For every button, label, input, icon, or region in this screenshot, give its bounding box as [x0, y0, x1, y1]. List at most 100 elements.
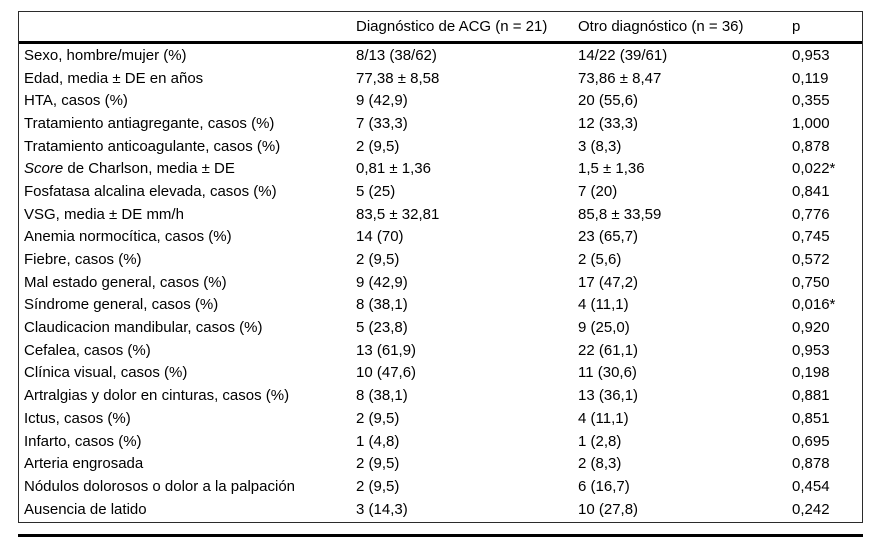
cell-p-value: 0,776 — [792, 205, 830, 223]
row-label: Ictus, casos (%) — [24, 409, 131, 427]
row-label: Tratamiento anticoagulante, casos (%) — [24, 137, 281, 155]
cell-otro-group: 13 (36,1) — [578, 387, 639, 405]
cell-p-value: 0,198 — [792, 364, 830, 382]
cell-otro-group: 1 (2,8) — [578, 432, 622, 450]
table-row: Mal estado general, casos (%) 9 (42,9) 17 … — [19, 271, 862, 294]
cell-otro-group: 17 (47,2) — [578, 273, 639, 291]
table-row: VSG, media ± DE mm/h 83,5 ± 32,81 85,8 ± 3… — [19, 203, 862, 226]
row-label: Anemia normocítica, casos (%) — [24, 228, 232, 246]
cell-p-value: 0,745 — [792, 228, 830, 246]
table-header: Diagnóstico de ACG (n = 21) Otro diagnós… — [19, 12, 862, 44]
table-row: Cefalea, casos (%) 13 (61,9) 22 (61,1) 0,95… — [19, 339, 862, 362]
row-label: Síndrome general, casos (%) — [24, 296, 219, 314]
table-row: Claudicacion mandibular, casos (%) 5 (23,… — [19, 316, 862, 339]
cell-acg-group: 9 (42,9) — [356, 92, 408, 110]
header-acg-group: Diagnóstico de ACG (n = 21) — [351, 12, 573, 44]
cell-acg-group: 13 (61,9) — [356, 341, 417, 359]
cell-acg-group: 8 (38,1) — [356, 296, 408, 314]
cell-acg-group: 14 (70) — [356, 228, 404, 246]
cell-otro-group: 7 (20) — [578, 182, 618, 200]
row-label: Ausencia de latido — [24, 500, 147, 518]
row-label: Clínica visual, casos (%) — [24, 364, 188, 382]
cell-otro-group: 4 (11,1) — [578, 296, 629, 314]
cell-otro-group: 22 (61,1) — [578, 341, 639, 359]
cell-otro-group: 23 (65,7) — [578, 228, 639, 246]
cell-acg-group: 8/13 (38/62) — [356, 46, 437, 64]
header-p-value: p — [787, 12, 862, 44]
cell-acg-group: 2 (9,5) — [356, 477, 400, 495]
table-body: Sexo, hombre/mujer (%) 8/13 (38/62) 14/22 … — [19, 43, 862, 521]
comparison-table: Diagnóstico de ACG (n = 21) Otro diagnós… — [18, 11, 863, 523]
row-label: Fosfatasa alcalina elevada, casos (%) — [24, 182, 277, 200]
cell-otro-group: 10 (27,8) — [578, 500, 639, 518]
cell-p-value: 0,355 — [792, 92, 830, 110]
table-row: Anemia normocítica, casos (%) 14 (70) 23 (… — [19, 226, 862, 249]
header-rowlabel — [19, 12, 351, 44]
cell-acg-group: 2 (9,5) — [356, 137, 400, 155]
row-label: Score de Charlson, media ± DE — [24, 160, 235, 178]
table-row: Score de Charlson, media ± DE 0,81 ± 1,36… — [19, 157, 862, 180]
table-row: Nódulos dolorosos o dolor a la palpación… — [19, 475, 862, 498]
row-label: VSG, media ± DE mm/h — [24, 205, 184, 223]
cell-p-value: 1,000 — [792, 114, 830, 132]
table-row: Arteria engrosada 2 (9,5) 2 (8,3) 0,878 — [19, 452, 862, 475]
cell-acg-group: 77,38 ± 8,58 — [356, 69, 440, 87]
cell-p-value: 0,881 — [792, 387, 830, 405]
cell-p-value: 0,920 — [792, 319, 830, 337]
row-label: Cefalea, casos (%) — [24, 341, 151, 359]
cell-p-value: 0,242 — [792, 500, 830, 518]
table-row: Tratamiento antiagregante, casos (%) 7 (3… — [19, 112, 862, 135]
cell-p-value: 0,841 — [792, 182, 830, 200]
cell-otro-group: 9 (25,0) — [578, 319, 630, 337]
cell-otro-group: 2 (8,3) — [578, 455, 622, 473]
cell-acg-group: 2 (9,5) — [356, 455, 400, 473]
row-label: Arteria engrosada — [24, 455, 144, 473]
header-row: Diagnóstico de ACG (n = 21) Otro diagnós… — [19, 12, 862, 44]
cell-acg-group: 0,81 ± 1,36 — [356, 160, 431, 178]
table-row: Ausencia de latido 3 (14,3) 10 (27,8) 0,242 — [19, 498, 862, 521]
cell-acg-group: 83,5 ± 32,81 — [356, 205, 440, 223]
cell-otro-group: 3 (8,3) — [578, 137, 622, 155]
cell-acg-group: 9 (42,9) — [356, 273, 408, 291]
header-otro-group: Otro diagnóstico (n = 36) — [573, 12, 787, 44]
table-row: Infarto, casos (%) 1 (4,8) 1 (2,8) 0,695 — [19, 430, 862, 453]
acg-comparison-table: Diagnóstico de ACG (n = 21) Otro diagnós… — [19, 12, 862, 520]
table-row: Síndrome general, casos (%) 8 (38,1) 4 (11… — [19, 294, 862, 317]
row-label: HTA, casos (%) — [24, 92, 128, 110]
cell-otro-group: 20 (55,6) — [578, 92, 639, 110]
row-label: Claudicacion mandibular, casos (%) — [24, 319, 263, 337]
cell-otro-group: 85,8 ± 33,59 — [578, 205, 662, 223]
cell-otro-group: 12 (33,3) — [578, 114, 639, 132]
cell-p-value: 0,454 — [792, 477, 830, 495]
row-label: Sexo, hombre/mujer (%) — [24, 46, 187, 64]
cell-otro-group: 2 (5,6) — [578, 251, 622, 269]
row-label: Infarto, casos (%) — [24, 432, 142, 450]
cell-p-value: 0,878 — [792, 455, 830, 473]
cell-acg-group: 8 (38,1) — [356, 387, 408, 405]
cell-acg-group: 5 (25) — [356, 182, 396, 200]
cell-otro-group: 11 (30,6) — [578, 364, 637, 382]
cell-p-value: 0,878 — [792, 137, 830, 155]
row-label: Artralgias y dolor en cinturas, casos (%… — [24, 387, 290, 405]
row-label: Tratamiento antiagregante, casos (%) — [24, 114, 275, 132]
cell-p-value: 0,750 — [792, 273, 830, 291]
row-label: Nódulos dolorosos o dolor a la palpación — [24, 477, 296, 495]
cell-p-value: 0,695 — [792, 432, 830, 450]
cell-p-value: 0,572 — [792, 251, 830, 269]
cell-p-value: 0,016* — [792, 296, 836, 314]
cell-otro-group: 4 (11,1) — [578, 409, 629, 427]
cell-acg-group: 7 (33,3) — [356, 114, 408, 132]
cell-otro-group: 73,86 ± 8,47 — [578, 69, 662, 87]
cell-otro-group: 6 (16,7) — [578, 477, 630, 495]
cell-acg-group: 1 (4,8) — [356, 432, 400, 450]
table-row: Sexo, hombre/mujer (%) 8/13 (38/62) 14/22 … — [19, 43, 862, 67]
cell-acg-group: 5 (23,8) — [356, 319, 408, 337]
cell-acg-group: 3 (14,3) — [356, 500, 408, 518]
cell-otro-group: 14/22 (39/61) — [578, 46, 668, 64]
table-row: HTA, casos (%) 9 (42,9) 20 (55,6) 0,355 — [19, 89, 862, 112]
table-row: Clínica visual, casos (%) 10 (47,6) 11 (30… — [19, 362, 862, 385]
table-row: Fiebre, casos (%) 2 (9,5) 2 (5,6) 0,572 — [19, 248, 862, 271]
cell-otro-group: 1,5 ± 1,36 — [578, 160, 645, 178]
cell-acg-group: 2 (9,5) — [356, 251, 400, 269]
table-row: Fosfatasa alcalina elevada, casos (%) 5 (… — [19, 180, 862, 203]
